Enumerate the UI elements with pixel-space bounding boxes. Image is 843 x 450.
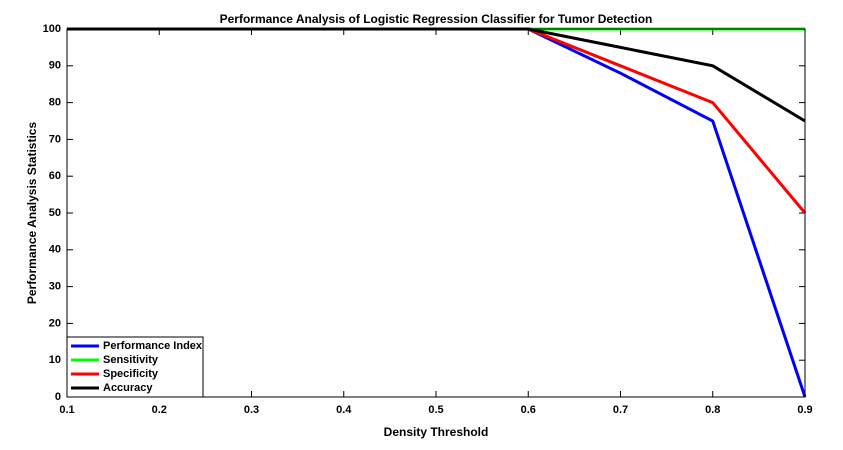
y-tick-label: 20 (49, 317, 61, 329)
legend-label: Performance Index (103, 340, 203, 352)
legend-label: Sensitivity (103, 354, 159, 366)
x-tick-label: 0.9 (797, 404, 812, 416)
legend-label: Specificity (103, 368, 159, 380)
x-tick-label: 0.5 (428, 404, 443, 416)
y-tick-label: 70 (49, 133, 61, 145)
x-tick-label: 0.1 (59, 404, 74, 416)
y-tick-label: 40 (49, 244, 61, 256)
x-tick-label: 0.8 (705, 404, 720, 416)
legend-label: Accuracy (103, 382, 153, 394)
x-tick-label: 0.2 (152, 404, 167, 416)
x-tick-label: 0.7 (613, 404, 628, 416)
y-axis-label: Performance Analysis Statistics (25, 122, 39, 305)
y-tick-label: 90 (49, 60, 61, 72)
x-tick-label: 0.6 (521, 404, 536, 416)
x-tick-label: 0.4 (336, 404, 352, 416)
y-tick-label: 30 (49, 281, 61, 293)
plot-frame (66, 28, 806, 398)
chart-title: Performance Analysis of Logistic Regress… (220, 12, 653, 26)
y-tick-label: 50 (49, 207, 61, 219)
y-tick-label: 10 (49, 354, 61, 366)
y-tick-label: 60 (49, 170, 61, 182)
y-tick-label: 100 (43, 23, 61, 35)
y-tick-label: 80 (49, 97, 61, 109)
x-axis-label: Density Threshold (384, 425, 489, 439)
y-tick-label: 0 (55, 391, 61, 403)
x-tick-label: 0.3 (244, 404, 259, 416)
